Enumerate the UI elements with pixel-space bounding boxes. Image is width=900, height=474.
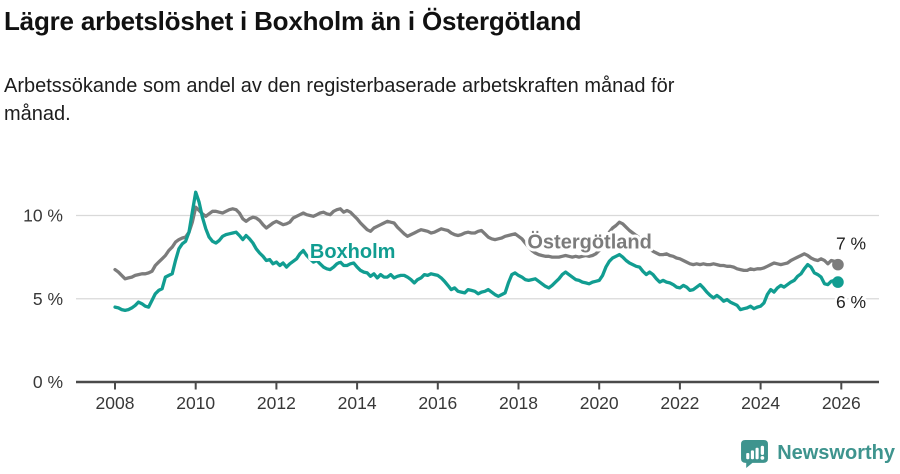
series-end-value-ostergotland: 7 % xyxy=(836,234,866,254)
x-tick-label-2014: 2014 xyxy=(338,393,377,413)
newsworthy-attribution: Newsworthy xyxy=(740,439,895,468)
x-tick-label-2016: 2016 xyxy=(418,393,457,413)
x-tick-label-2010: 2010 xyxy=(176,393,215,413)
x-tick-label-2012: 2012 xyxy=(257,393,296,413)
chart-subtitle: Arbetssökande som andel av den registerb… xyxy=(4,72,884,128)
chart-subtitle-line-1: Arbetssökande som andel av den registerb… xyxy=(4,75,675,97)
series-label-ostergotland: Östergötland xyxy=(527,230,651,253)
y-tick-label-0: 0 % xyxy=(33,372,63,392)
series-end-value-boxholm: 6 % xyxy=(836,292,866,312)
series-line-ostergotland xyxy=(113,205,840,281)
chart-subtitle-line-2: månad. xyxy=(4,103,71,125)
series-end-dot-boxholm xyxy=(832,276,844,288)
series-line-boxholm xyxy=(113,190,840,313)
x-tick-label-2020: 2020 xyxy=(580,393,619,413)
x-tick-label-2022: 2022 xyxy=(660,393,699,413)
y-tick-label-10: 10 % xyxy=(23,206,63,226)
x-tick-label-2008: 2008 xyxy=(96,393,135,413)
x-tick-label-2026: 2026 xyxy=(822,393,861,413)
newsworthy-brand: Newsworthy xyxy=(777,442,895,464)
series-end-dot-ostergotland xyxy=(832,258,844,271)
x-tick-label-2018: 2018 xyxy=(499,393,538,413)
x-tick-label-2024: 2024 xyxy=(741,393,780,413)
series-label-boxholm: Boxholm xyxy=(310,241,396,263)
newsworthy-logo-icon xyxy=(741,440,769,468)
chart-title: Lägre arbetslöshet i Boxholm än i Österg… xyxy=(4,6,582,36)
y-tick-label-5: 5 % xyxy=(33,289,63,309)
